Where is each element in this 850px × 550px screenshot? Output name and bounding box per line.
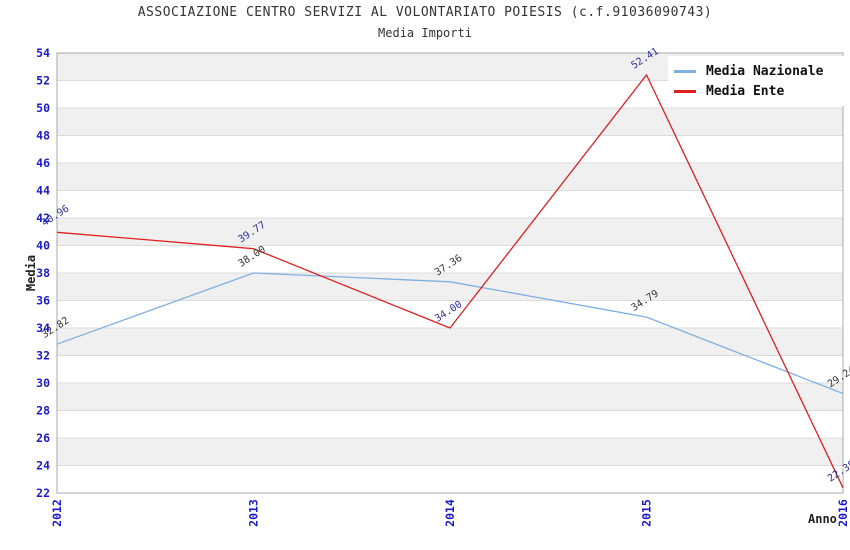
y-tick-label: 54 xyxy=(36,46,50,60)
x-tick-label: 2012 xyxy=(50,499,64,527)
x-tick-label: 2014 xyxy=(443,499,457,527)
y-tick-label: 36 xyxy=(36,294,50,308)
y-tick-label: 44 xyxy=(36,184,50,198)
y-tick-label: 34 xyxy=(36,321,50,335)
y-tick-label: 46 xyxy=(36,156,50,170)
y-tick-label: 42 xyxy=(36,211,50,225)
legend-label-media-nazionale: Media Nazionale xyxy=(706,63,824,79)
legend-swatch-media-ente xyxy=(674,89,696,93)
grid-band xyxy=(57,218,843,246)
grid-band xyxy=(57,383,843,411)
grid-band xyxy=(57,135,843,163)
legend-swatch-media-nazionale xyxy=(674,69,696,73)
grid-band xyxy=(57,328,843,356)
x-tick-label: 2013 xyxy=(247,499,261,527)
x-axis-title: Anno xyxy=(808,512,837,526)
grid-band xyxy=(57,273,843,301)
grid-band xyxy=(57,163,843,191)
series-line-media-nazionale xyxy=(56,272,844,395)
grid-band xyxy=(57,410,843,438)
chart-title: ASSOCIAZIONE CENTRO SERVIZI AL VOLONTARI… xyxy=(137,5,713,20)
y-tick-label: 26 xyxy=(36,431,50,445)
grid-band xyxy=(57,245,843,273)
y-tick-label: 52 xyxy=(36,74,50,88)
y-tick-label: 50 xyxy=(36,101,50,115)
grid-band xyxy=(57,465,843,493)
grid-band xyxy=(57,355,843,383)
x-tick-label: 2016 xyxy=(836,499,850,527)
y-tick-label: 48 xyxy=(36,129,50,143)
grid-band xyxy=(57,300,843,328)
series-line-media-ente xyxy=(56,74,844,489)
legend-item-media-nazionale: Media Nazionale xyxy=(674,61,839,81)
y-tick-label: 32 xyxy=(36,349,50,363)
grid-band xyxy=(57,438,843,466)
legend-label-media-ente: Media Ente xyxy=(706,83,785,99)
x-tick-label: 2015 xyxy=(640,499,654,527)
y-tick-label: 22 xyxy=(36,486,50,500)
legend-item-media-ente: Media Ente xyxy=(674,81,839,101)
chart-subtitle: Media Importi xyxy=(378,26,472,40)
y-tick-label: 30 xyxy=(36,376,50,390)
y-tick-label: 24 xyxy=(36,459,50,473)
y-tick-label: 38 xyxy=(36,266,50,280)
legend: Media Nazionale Media Ente xyxy=(668,56,845,106)
plot-border xyxy=(56,52,844,494)
y-tick-label: 28 xyxy=(36,404,50,418)
y-tick-label: 40 xyxy=(36,239,50,253)
grid-band xyxy=(57,190,843,218)
grid-band xyxy=(57,108,843,136)
